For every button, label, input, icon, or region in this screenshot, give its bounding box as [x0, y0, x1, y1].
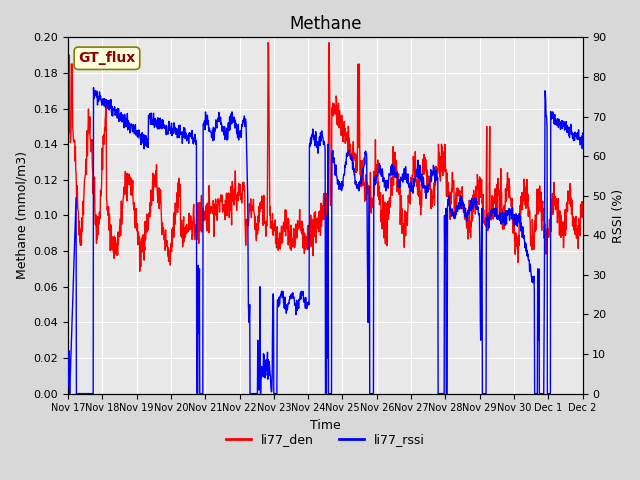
Legend: li77_den, li77_rssi: li77_den, li77_rssi: [221, 429, 429, 452]
Title: Methane: Methane: [289, 15, 362, 33]
X-axis label: Time: Time: [310, 419, 340, 432]
Text: GT_flux: GT_flux: [78, 51, 136, 65]
Y-axis label: RSSI (%): RSSI (%): [612, 189, 625, 242]
Y-axis label: Methane (mmol/m3): Methane (mmol/m3): [15, 152, 28, 279]
